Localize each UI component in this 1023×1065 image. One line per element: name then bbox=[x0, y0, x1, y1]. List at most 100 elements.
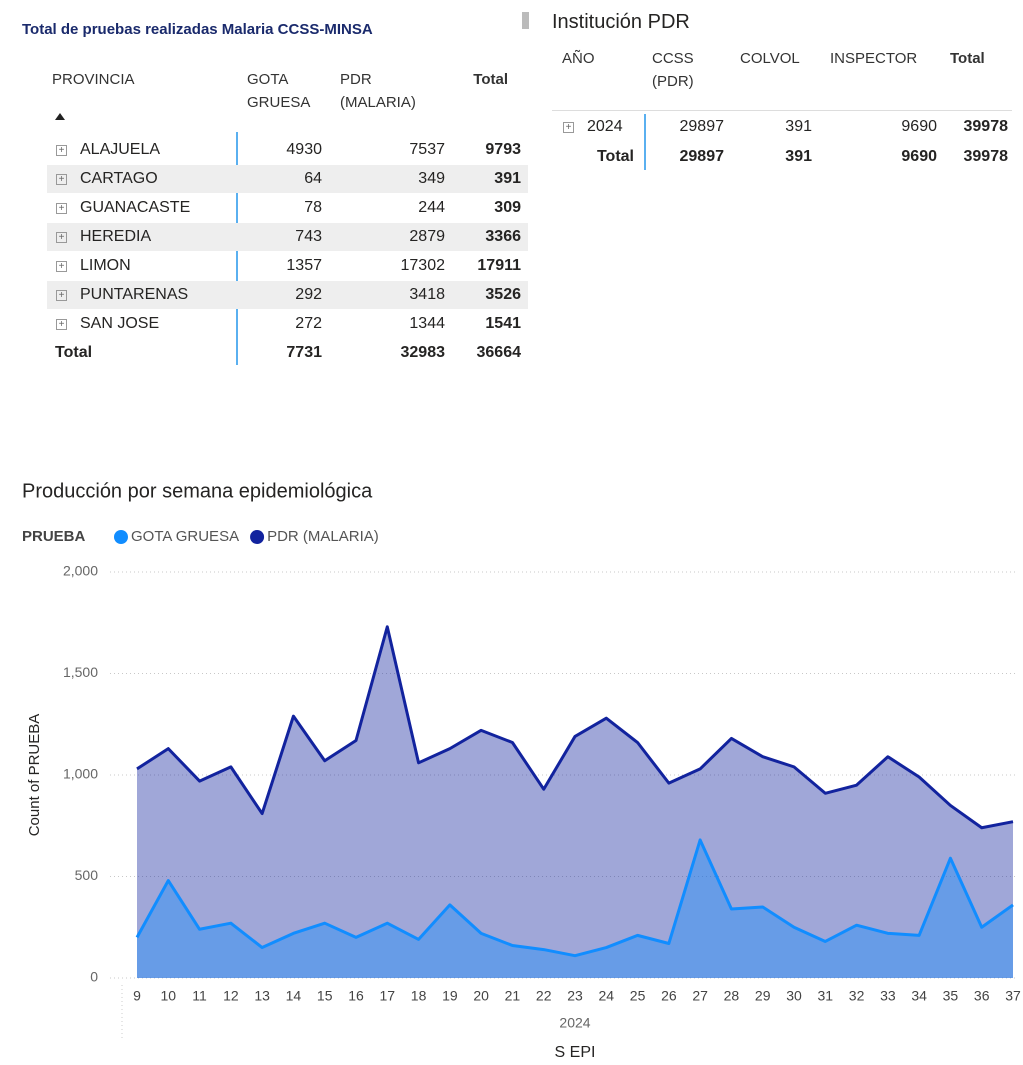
row-label: ALAJUELA bbox=[80, 141, 161, 158]
cell: 1357 bbox=[286, 257, 322, 274]
cell: 17911 bbox=[477, 257, 521, 274]
x-tick-label: 25 bbox=[630, 988, 646, 1004]
cell: 349 bbox=[418, 170, 445, 187]
x-tick-label: 12 bbox=[223, 988, 239, 1004]
x-tick-label: 35 bbox=[943, 988, 959, 1004]
x-tick-label: 17 bbox=[379, 988, 395, 1004]
cell: 3366 bbox=[485, 228, 521, 245]
column-header: AÑO bbox=[562, 50, 595, 67]
cell: 743 bbox=[295, 228, 322, 245]
cell: 244 bbox=[418, 199, 445, 216]
expand-icon[interactable]: + bbox=[56, 145, 67, 156]
y-tick-label: 1,500 bbox=[63, 664, 98, 680]
x-tick-label: 24 bbox=[598, 988, 614, 1004]
x-group-label: 2024 bbox=[559, 1015, 590, 1031]
x-tick-label: 9 bbox=[133, 988, 141, 1004]
x-tick-label: 27 bbox=[692, 988, 708, 1004]
row-stripe bbox=[47, 223, 528, 251]
row-stripe bbox=[47, 281, 528, 309]
x-tick-label: 10 bbox=[160, 988, 176, 1004]
y-axis-title: Count of PRUEBA bbox=[26, 714, 43, 837]
cell: 64 bbox=[304, 170, 322, 187]
cell: 1344 bbox=[409, 315, 445, 332]
column-header: Total bbox=[473, 71, 508, 88]
expand-icon[interactable]: + bbox=[56, 232, 67, 243]
x-axis-title: S EPI bbox=[555, 1044, 596, 1061]
cell: 29897 bbox=[679, 148, 725, 165]
cell: 391 bbox=[494, 170, 521, 187]
row-label: 2024 bbox=[587, 118, 623, 135]
column-divider bbox=[644, 114, 646, 170]
cell: 7537 bbox=[409, 141, 445, 158]
x-tick-label: 37 bbox=[1005, 988, 1021, 1004]
cell: 2879 bbox=[409, 228, 445, 245]
x-tick-label: 32 bbox=[849, 988, 865, 1004]
row-label: SAN JOSE bbox=[80, 315, 160, 332]
expand-icon[interactable]: + bbox=[563, 122, 574, 133]
expand-icon[interactable]: + bbox=[56, 174, 67, 185]
y-tick-label: 500 bbox=[75, 867, 99, 883]
x-tick-label: 20 bbox=[473, 988, 489, 1004]
cell: 39978 bbox=[963, 148, 1009, 165]
expand-icon[interactable]: + bbox=[56, 290, 67, 301]
x-tick-label: 21 bbox=[505, 988, 521, 1004]
row-label: LIMON bbox=[80, 257, 131, 274]
cell: 32983 bbox=[400, 344, 446, 361]
x-tick-label: 23 bbox=[567, 988, 583, 1004]
x-tick-label: 28 bbox=[724, 988, 740, 1004]
cell: 36664 bbox=[476, 344, 522, 361]
row-label: Total bbox=[596, 148, 634, 165]
cell: 17302 bbox=[400, 257, 446, 274]
x-tick-label: 15 bbox=[317, 988, 333, 1004]
row-label: PUNTARENAS bbox=[80, 286, 189, 303]
cell: 78 bbox=[304, 199, 322, 216]
line bbox=[135, 838, 1014, 958]
x-tick-label: 13 bbox=[254, 988, 270, 1004]
cell: 391 bbox=[785, 118, 812, 135]
expand-icon[interactable]: + bbox=[56, 261, 67, 272]
cell: 3418 bbox=[409, 286, 445, 303]
x-tick-label: 14 bbox=[286, 988, 302, 1004]
chart-title: Producción por semana epidemiológica bbox=[22, 480, 373, 502]
x-tick-label: 26 bbox=[661, 988, 677, 1004]
x-tick-label: 19 bbox=[442, 988, 458, 1004]
legend-label: PDR (MALARIA) bbox=[267, 528, 379, 545]
table-title: Total de pruebas realizadas Malaria CCSS… bbox=[22, 21, 373, 38]
x-tick-label: 30 bbox=[786, 988, 802, 1004]
legend-marker bbox=[114, 530, 128, 544]
cell: 9690 bbox=[901, 148, 937, 165]
x-tick-label: 29 bbox=[755, 988, 771, 1004]
area bbox=[137, 626, 1013, 978]
area bbox=[137, 839, 1013, 978]
cell: 7731 bbox=[286, 344, 322, 361]
legend-title: PRUEBA bbox=[22, 528, 86, 545]
row-label: CARTAGO bbox=[80, 170, 158, 187]
cell: 29897 bbox=[679, 118, 725, 135]
cell: 272 bbox=[295, 315, 322, 332]
row-stripe bbox=[47, 165, 528, 193]
x-tick-label: 22 bbox=[536, 988, 552, 1004]
column-header: PROVINCIA bbox=[52, 71, 135, 88]
row-label: HEREDIA bbox=[80, 228, 152, 245]
x-tick-label: 16 bbox=[348, 988, 364, 1004]
row-label: Total bbox=[55, 344, 93, 361]
title-icon bbox=[522, 12, 529, 29]
expand-icon[interactable]: + bbox=[56, 319, 67, 330]
cell: 4930 bbox=[286, 141, 322, 158]
row-label: GUANACASTE bbox=[80, 199, 191, 216]
x-tick-label: 11 bbox=[192, 988, 207, 1004]
legend-label: GOTA GRUESA bbox=[131, 528, 239, 545]
x-tick-label: 18 bbox=[411, 988, 427, 1004]
expand-icon[interactable]: + bbox=[56, 203, 67, 214]
column-header: PDR (MALARIA) bbox=[340, 71, 416, 111]
cell: 1541 bbox=[485, 315, 521, 332]
x-tick-label: 36 bbox=[974, 988, 990, 1004]
y-tick-label: 0 bbox=[90, 969, 98, 985]
line bbox=[136, 625, 1014, 830]
cell: 309 bbox=[494, 199, 521, 216]
column-header: GOTA GRUESA bbox=[247, 71, 311, 111]
sort-arrow[interactable] bbox=[55, 113, 65, 120]
cell: 9690 bbox=[901, 118, 937, 135]
